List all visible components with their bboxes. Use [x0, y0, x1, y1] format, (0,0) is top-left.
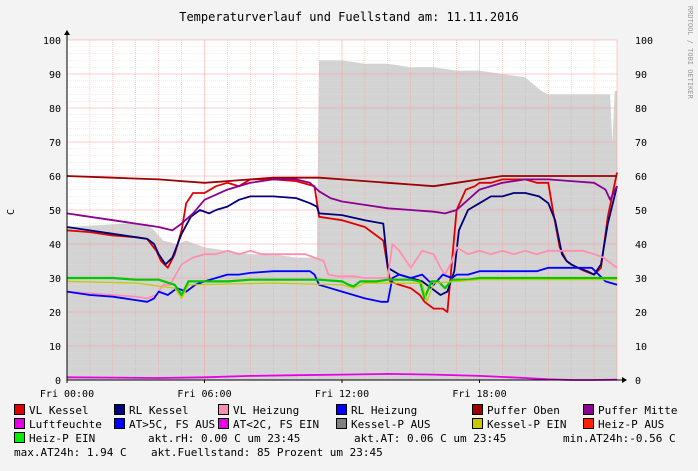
y-tick-label-right: 50	[635, 206, 647, 217]
y-tick-label-right: 10	[635, 342, 647, 353]
y-tick-label-left: 30	[49, 274, 61, 285]
y-tick-label-left: 0	[55, 376, 61, 387]
min-at24h-stat: min.AT24h:-0.56 C	[563, 432, 676, 445]
y-tick-label-right: 100	[635, 36, 653, 47]
legend-label: Heiz-P AUS	[598, 418, 665, 431]
series-heiz-p-ein	[67, 276, 617, 300]
x-tick-label: Fri 18:00	[452, 389, 506, 400]
y-tick-label-left: 90	[49, 70, 61, 81]
legend: VL Kessel RL Kessel VL Heizung RL Heizung Pu…	[14, 404, 694, 460]
legend-label: Puffer Oben	[487, 404, 560, 417]
legend-row-1: VL Kessel RL Kessel VL Heizung RL Heizung Pu…	[14, 404, 694, 418]
legend-item-vl-heizung: VL Heizung	[218, 404, 299, 418]
legend-row-3: akt.rH: 0.00 C um 23:45 akt.AT: 0.06 C u…	[14, 432, 694, 446]
max-at24h-stat: max.AT24h: 1.94 C	[14, 446, 127, 459]
legend-label: VL Kessel	[29, 404, 89, 417]
series-layer	[66, 172, 618, 381]
rrdtool-watermark: RRDTOOL / TOBI OETIKER	[686, 6, 694, 100]
y-tick-label-right: 80	[635, 104, 647, 115]
akt-fuellstand-stat: akt.Fuellstand: 85 Prozent um 23:45	[151, 446, 383, 459]
legend-swatch	[14, 432, 25, 443]
y-tick-label-left: 40	[49, 240, 61, 251]
y-tick-label-right: 20	[635, 308, 647, 319]
y-tick-label-right: 40	[635, 240, 647, 251]
legend-label: RL Kessel	[129, 404, 189, 417]
legend-item-rl-kessel: RL Kessel	[114, 404, 189, 418]
legend-label: Kessel-P EIN	[487, 418, 567, 431]
series-vl-kessel	[66, 172, 618, 313]
legend-swatch	[14, 418, 25, 429]
series-kessel-p-ein	[66, 279, 617, 303]
y-axis-label: C	[6, 209, 17, 215]
legend-item-rl-heizung: RL Heizung	[336, 404, 417, 418]
legend-item-kessel-p-aus: Kessel-P AUS	[336, 418, 430, 432]
y-tick-label-left: 20	[49, 308, 61, 319]
x-axis-arrow-icon	[622, 377, 627, 383]
legend-swatch	[114, 404, 125, 415]
series-puffer-mitte	[66, 178, 618, 232]
legend-item-heiz-p-ein: Heiz-P EIN	[14, 432, 95, 446]
y-tick-label-left: 10	[49, 342, 61, 353]
y-tick-label-left: 60	[49, 172, 61, 183]
x-tick-label: Fri 00:00	[40, 389, 94, 400]
legend-swatch	[114, 418, 125, 429]
legend-swatch	[14, 404, 25, 415]
akt-rh-stat: akt.rH: 0.00 C um 23:45	[148, 432, 301, 445]
axis-layer: 0 0 10 10 20 20 30 30 40 40 50 50 60 60 70 70 80 80 90 90 10…	[40, 30, 653, 400]
legend-item-puffer-oben: Puffer Oben	[472, 404, 560, 418]
legend-label: Kessel-P AUS	[351, 418, 431, 431]
legend-label: Puffer Mitte	[598, 404, 678, 417]
y-tick-label-right: 90	[635, 70, 647, 81]
legend-item-puffer-mitte: Puffer Mitte	[583, 404, 677, 418]
akt-at-stat: akt.AT: 0.06 C um 23:45	[354, 432, 507, 445]
chart-title: Temperaturverlauf und Fuellstand am: 11.…	[179, 10, 519, 24]
legend-swatch	[218, 404, 229, 415]
legend-swatch	[583, 404, 594, 415]
y-tick-label-left: 70	[49, 138, 61, 149]
legend-item-kessel-p-ein: Kessel-P EIN	[472, 418, 566, 432]
y-tick-label-right: 70	[635, 138, 647, 149]
y-tick-label-left: 50	[49, 206, 61, 217]
x-tick-label: Fri 12:00	[315, 389, 369, 400]
series-rl-heizung	[66, 266, 618, 303]
legend-row-2: Luftfeuchte AT>5C, FS AUS AT<2C, FS EIN Kes…	[14, 418, 694, 432]
y-axis-arrow-icon	[64, 30, 70, 35]
series-rl-kessel	[66, 185, 618, 296]
y-tick-label-left: 80	[49, 104, 61, 115]
y-tick-label-right: 30	[635, 274, 647, 285]
legend-label: VL Heizung	[233, 404, 300, 417]
legend-swatch	[336, 404, 347, 415]
series-vl-heizung	[66, 243, 618, 300]
plot-area: 0 0 10 10 20 20 30 30 40 40 50 50 60 60 70 70 80 80 90 90 10…	[40, 30, 653, 400]
legend-item-at-2c-fs-ein: AT<2C, FS EIN	[218, 418, 319, 432]
legend-label: Heiz-P EIN	[29, 432, 96, 445]
legend-swatch	[472, 418, 483, 429]
series-puffer-oben	[66, 175, 617, 188]
legend-row-4: max.AT24h: 1.94 C akt.Fuellstand: 85 Pro…	[14, 446, 694, 460]
legend-item-heiz-p-aus: Heiz-P AUS	[583, 418, 664, 432]
y-tick-label-right: 60	[635, 172, 647, 183]
chart-canvas: Temperaturverlauf und Fuellstand am: 11.…	[6, 6, 694, 400]
legend-swatch	[218, 418, 229, 429]
legend-label: AT<2C, FS EIN	[233, 418, 320, 431]
legend-swatch	[472, 404, 483, 415]
legend-swatch	[583, 418, 594, 429]
y-tick-label-right: 0	[635, 376, 641, 387]
legend-item-at-5c-fs-aus: AT>5C, FS AUS	[114, 418, 215, 432]
legend-swatch	[336, 418, 347, 429]
y-tick-label-left: 100	[43, 36, 61, 47]
legend-label: Luftfeuchte	[29, 418, 102, 431]
legend-item-vl-kessel: VL Kessel	[14, 404, 89, 418]
x-tick-label: Fri 06:00	[177, 389, 231, 400]
legend-label: RL Heizung	[351, 404, 418, 417]
legend-item-luftfeuchte: Luftfeuchte	[14, 418, 102, 432]
legend-label: AT>5C, FS AUS	[129, 418, 216, 431]
